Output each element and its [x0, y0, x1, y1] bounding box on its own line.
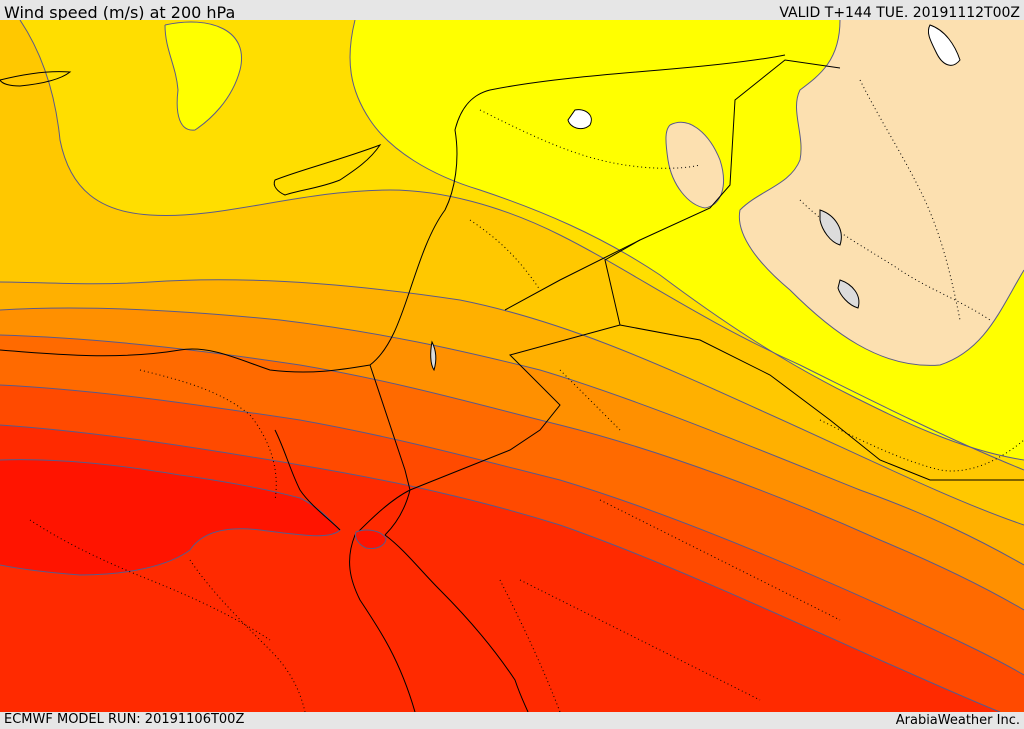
band-weakest-core	[739, 20, 1024, 366]
cyprus-island	[273, 143, 382, 196]
band-weakest-spot	[665, 122, 724, 208]
credit-label: ArabiaWeather Inc.	[895, 713, 1020, 728]
header-bar: Wind speed (m/s) at 200 hPa VALID T+144 …	[0, 0, 1024, 22]
dead-sea	[430, 340, 437, 372]
lake-nasser-red-spot	[355, 529, 387, 549]
model-run-label: ECMWF MODEL RUN: 20191106T00Z	[4, 712, 245, 727]
salt-lake-1	[819, 209, 842, 246]
band-light-yellow-west	[165, 22, 242, 131]
contour-lines	[0, 20, 1024, 712]
lake-van	[567, 109, 592, 130]
map-title: Wind speed (m/s) at 200 hPa	[4, 3, 236, 22]
salt-lake-2	[837, 279, 860, 309]
crete-island	[0, 71, 72, 87]
country-borders	[0, 54, 1024, 712]
band-core-red	[0, 459, 340, 575]
wind-speed-map[interactable]	[0, 20, 1024, 712]
lake-urmia	[927, 24, 961, 66]
footer-bar: ECMWF MODEL RUN: 20191106T00Z ArabiaWeat…	[0, 712, 1024, 729]
admin-boundaries	[29, 79, 1024, 712]
valid-time: VALID T+144 TUE. 20191112T00Z	[779, 5, 1020, 21]
